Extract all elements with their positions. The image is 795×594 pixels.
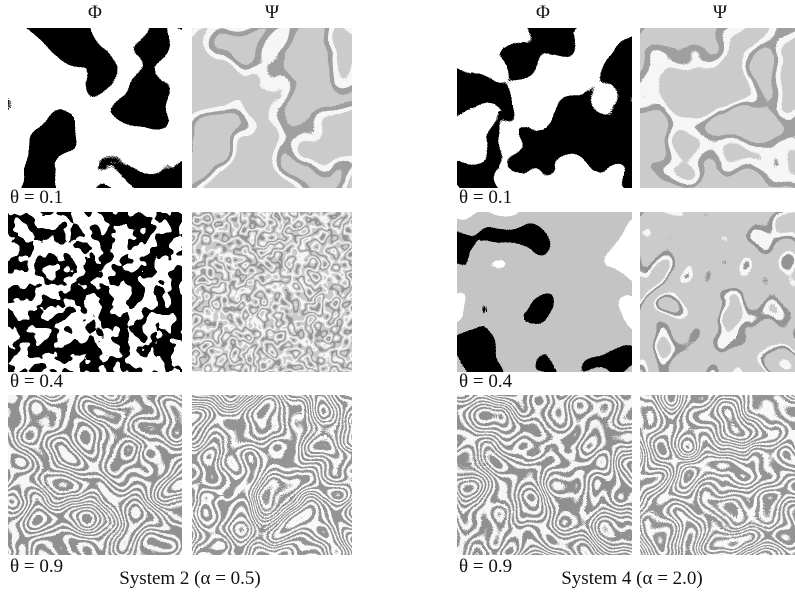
simulation-image: [640, 395, 795, 555]
column-header: Φ: [536, 2, 550, 23]
theta-label: θ = 0.1: [459, 187, 512, 208]
theta-label: θ = 0.4: [10, 371, 64, 392]
simulation-image: [192, 28, 352, 188]
theta-label: θ = 0.1: [10, 187, 63, 208]
simulation-image: [192, 212, 352, 372]
simulation-image: [8, 212, 182, 372]
theta-label: θ = 0.9: [459, 556, 512, 577]
panel-caption: System 4 (α = 2.0): [561, 568, 703, 589]
simulation-image: [457, 28, 632, 188]
column-header: Ψ: [713, 2, 727, 23]
theta-label: θ = 0.9: [10, 556, 63, 577]
column-header: Φ: [88, 2, 102, 23]
simulation-image: [640, 28, 795, 188]
simulation-image: [8, 395, 182, 555]
simulation-image: [640, 212, 795, 372]
simulation-image: [8, 28, 182, 188]
theta-label: θ = 0.4: [459, 371, 513, 392]
simulation-image: [457, 395, 632, 555]
panel-caption: System 2 (α = 0.5): [119, 568, 261, 589]
figure: Φ Ψθ = 0.1 θ = 0.4 θ = 0.9 System 2 (α = 0.5…: [0, 0, 795, 594]
simulation-image: [457, 212, 632, 372]
simulation-image: [192, 395, 352, 555]
column-header: Ψ: [265, 2, 279, 23]
